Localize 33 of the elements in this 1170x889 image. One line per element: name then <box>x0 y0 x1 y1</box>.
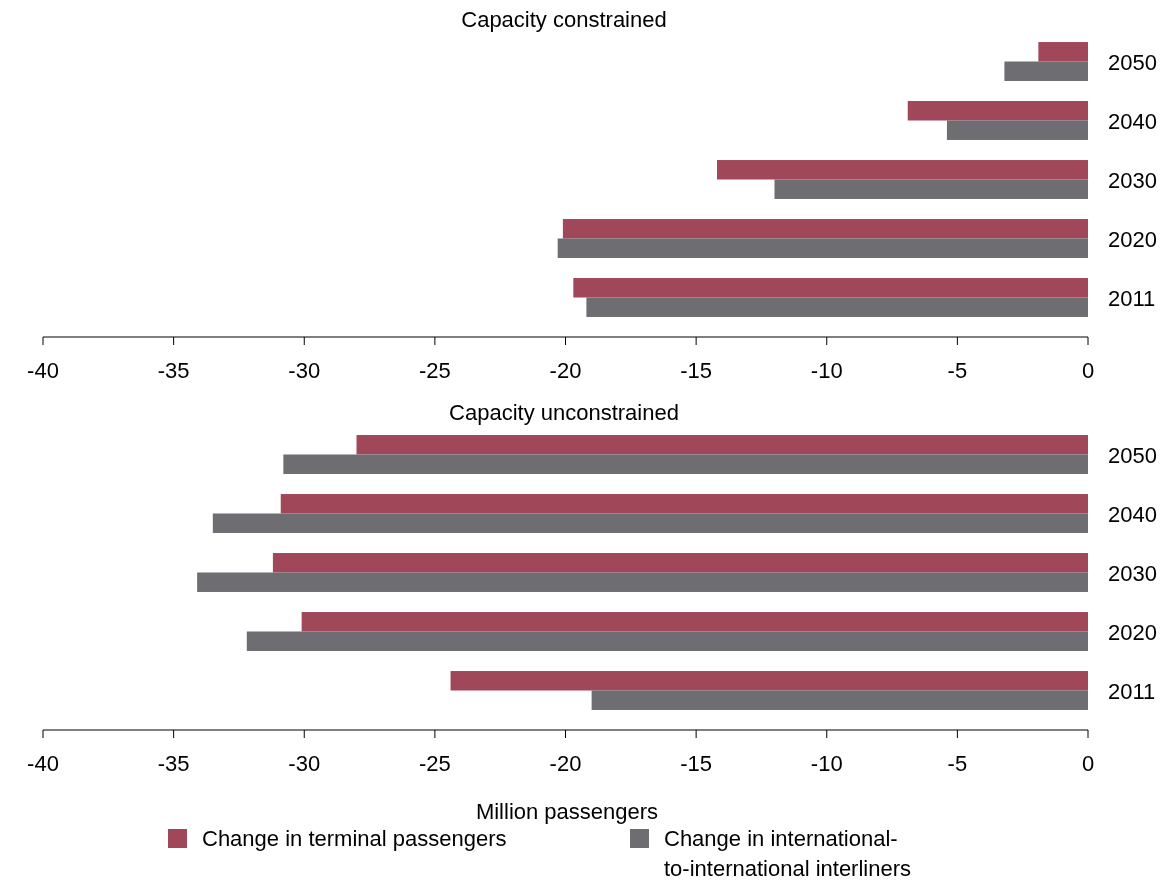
x-tick-label: -25 <box>418 358 451 383</box>
y-tick-label: 2050 <box>1108 49 1157 75</box>
y-tick-label: 2011 <box>1108 678 1156 704</box>
x-tick-label: -15 <box>680 751 713 776</box>
y-tick-label: 2040 <box>1108 108 1157 134</box>
y-tick-label: 2050 <box>1108 442 1157 468</box>
y-tick-label: 2020 <box>1108 226 1157 252</box>
x-tick-label: -25 <box>418 751 451 776</box>
x-tick-label: -30 <box>288 751 321 776</box>
x-tick-label: -35 <box>157 358 190 383</box>
x-tick-label: -10 <box>810 751 843 776</box>
y-tick-label: 2030 <box>1108 560 1157 586</box>
x-tick-label: 0 <box>1081 751 1095 776</box>
legend-label: Change in international-to-international interliners <box>664 826 912 881</box>
y-tick-label: 2040 <box>1108 501 1157 527</box>
x-tick-label: -35 <box>157 751 190 776</box>
legend-label: Change in terminal passengers <box>202 826 507 851</box>
x-tick-label: -15 <box>680 358 713 383</box>
y-tick-label: 2020 <box>1108 619 1157 645</box>
x-tick-label: -10 <box>810 358 843 383</box>
x-tick-label: -20 <box>549 358 582 383</box>
x-tick-label: -20 <box>549 751 582 776</box>
x-tick-label: -5 <box>947 358 968 383</box>
x-tick-label: -40 <box>27 358 59 383</box>
y-tick-label: 2030 <box>1108 167 1157 193</box>
x-axis-title: Million passengers <box>475 799 659 824</box>
y-tick-label: 2011 <box>1108 285 1156 311</box>
chart-title: Capacity unconstrained <box>449 400 679 425</box>
x-tick-label: 0 <box>1081 358 1095 383</box>
x-tick-label: -5 <box>947 751 968 776</box>
x-tick-label: -30 <box>288 358 321 383</box>
chart-title: Capacity constrained <box>461 7 667 32</box>
x-tick-label: -40 <box>27 751 59 776</box>
